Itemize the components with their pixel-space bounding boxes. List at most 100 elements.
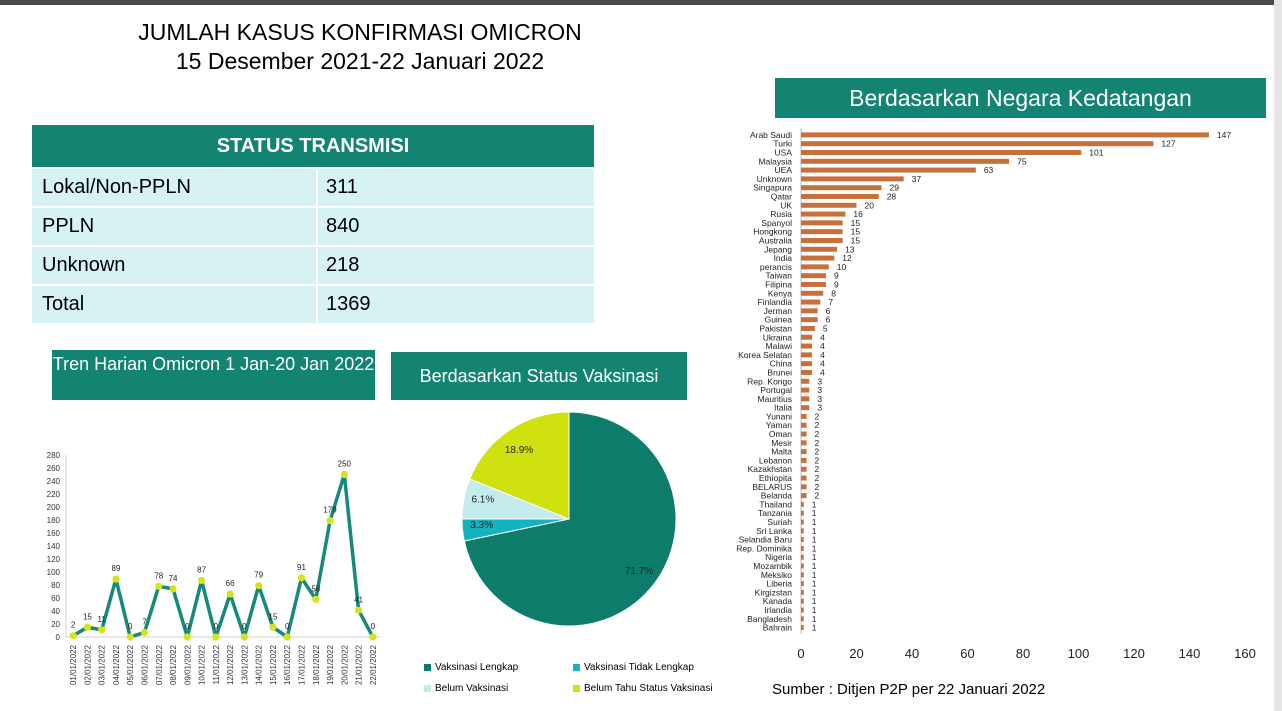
x-tick-label: 11/01/2022	[212, 644, 221, 684]
category-label: Bangladesh	[747, 614, 792, 624]
x-tick-label: 03/01/2022	[98, 644, 107, 685]
data-label: 1	[812, 561, 817, 571]
category-label: Portugal	[760, 385, 792, 395]
data-point	[197, 576, 206, 585]
bar	[801, 343, 813, 349]
category-label: Kirgizstan	[755, 587, 793, 597]
data-label: 1	[812, 543, 817, 553]
bar	[801, 625, 804, 631]
data-label: 66	[226, 579, 235, 588]
data-label: 3	[817, 376, 822, 386]
y-tick-label: 260	[47, 464, 61, 473]
page-title: JUMLAH KASUS KONFIRMASI OMICRON 15 Desem…	[100, 18, 620, 76]
x-tick-label: 09/01/2022	[183, 644, 192, 685]
category-label: Mauritius	[758, 394, 792, 404]
bar	[801, 220, 843, 226]
bar	[801, 369, 813, 375]
category-label: Rusia	[770, 209, 792, 219]
row-label: Total	[32, 286, 316, 323]
bar	[801, 237, 843, 243]
bar	[801, 449, 807, 455]
data-label: 2	[815, 438, 820, 448]
bar	[801, 475, 807, 481]
x-tick-label: 140	[1179, 646, 1201, 661]
legend-label: Belum Vaksinasi	[435, 683, 509, 694]
bar	[801, 484, 807, 490]
data-label: 37	[912, 174, 922, 184]
category-label: Thailand	[759, 499, 792, 509]
x-tick-label: 19/01/2022	[326, 644, 335, 685]
row-value: 840	[318, 208, 594, 245]
category-label: Kazakhstan	[748, 464, 793, 474]
data-point	[183, 633, 191, 641]
bar	[801, 149, 1082, 155]
category-label: Mesir	[771, 438, 792, 448]
pie-slice	[463, 411, 677, 627]
pie-data-label: 6.1%	[471, 494, 494, 505]
x-tick-label: 16/01/2022	[283, 644, 292, 685]
bar	[801, 290, 824, 296]
data-label: 1	[812, 570, 817, 580]
vaccination-chart-title: Berdasarkan Status Vaksinasi	[391, 352, 687, 400]
data-point	[240, 633, 249, 641]
bar	[801, 431, 807, 437]
y-tick-label: 100	[47, 568, 61, 577]
bar	[801, 510, 804, 516]
x-tick-label: 20/01/2022	[340, 644, 349, 685]
data-label: 89	[112, 564, 121, 573]
data-point	[297, 574, 306, 582]
data-label: 4	[820, 332, 825, 342]
right-border	[1274, 0, 1282, 711]
legend-label: Vaksinasi Tidak Lengkap	[584, 662, 694, 673]
row-value: 1369	[318, 286, 594, 323]
data-label: 1	[812, 499, 817, 509]
bar	[801, 255, 835, 261]
data-label: 101	[1089, 147, 1103, 157]
data-label: 0	[285, 622, 290, 631]
data-label: 9	[834, 279, 839, 289]
data-label: 2	[815, 447, 820, 457]
bar	[801, 528, 804, 534]
bar	[801, 361, 813, 367]
data-label: 79	[254, 571, 263, 580]
data-label: 87	[197, 565, 206, 574]
data-label: 0	[128, 622, 133, 631]
data-label: 15	[851, 218, 861, 228]
x-tick-label: 0	[797, 646, 804, 661]
data-label: 15	[269, 612, 278, 621]
category-label: Selandia Baru	[739, 535, 793, 545]
bar	[801, 167, 976, 173]
y-tick-label: 0	[56, 633, 61, 642]
data-label: 29	[889, 183, 899, 193]
category-label: Guinea	[765, 315, 793, 325]
y-tick-label: 120	[47, 555, 61, 564]
data-label: 1	[812, 552, 817, 562]
bar	[801, 317, 818, 323]
y-tick-label: 180	[47, 516, 61, 525]
bar	[801, 466, 807, 472]
data-point	[126, 633, 134, 641]
data-point	[212, 633, 220, 641]
x-tick-label: 21/01/2022	[355, 644, 364, 685]
category-label: Unknown	[757, 174, 793, 184]
x-tick-label: 100	[1068, 646, 1090, 661]
data-label: 1	[812, 508, 817, 518]
category-label: Rep. Dominika	[736, 543, 792, 553]
row-label: Lokal/Non-PPLN	[32, 169, 316, 206]
category-label: Taiwan	[766, 271, 793, 281]
bar	[801, 308, 818, 314]
bar	[801, 229, 843, 235]
category-label: Australia	[759, 235, 792, 245]
data-label: 41	[354, 595, 363, 604]
data-point	[169, 585, 177, 593]
category-label: Kenya	[768, 288, 792, 298]
y-tick-label: 140	[47, 542, 61, 551]
category-label: UEA	[775, 165, 793, 175]
category-label: Nigeria	[765, 552, 792, 562]
y-tick-label: 60	[51, 594, 60, 603]
legend-item: Vaksinasi Tidak Lengkap	[573, 662, 694, 673]
x-tick-label: 18/01/2022	[312, 644, 321, 685]
category-label: Suriah	[767, 517, 792, 527]
data-label: 2	[815, 473, 820, 483]
